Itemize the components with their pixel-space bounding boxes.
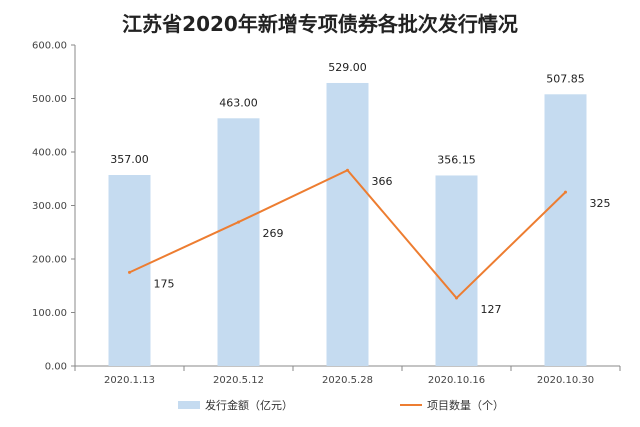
y-tick-label: 200.00 xyxy=(32,255,67,266)
bar xyxy=(544,94,587,367)
line-data-label: 175 xyxy=(154,277,175,290)
line-data-label: 269 xyxy=(263,227,284,240)
legend: 发行金额（亿元） 项目数量（个） xyxy=(178,398,504,412)
bar xyxy=(326,82,369,367)
x-tick-label: 2020.10.16 xyxy=(428,375,485,386)
bar-data-label: 529.00 xyxy=(328,61,367,74)
bar-data-label: 357.00 xyxy=(110,153,149,166)
bar xyxy=(217,118,260,366)
x-tick-label: 2020.1.13 xyxy=(104,375,155,386)
line-data-label: 127 xyxy=(481,303,502,316)
y-tick-label: 500.00 xyxy=(32,94,67,105)
line-data-label: 366 xyxy=(372,175,393,188)
x-tick-label: 2020.5.28 xyxy=(322,375,373,386)
y-tick-label: 600.00 xyxy=(32,41,67,52)
bar xyxy=(108,175,151,366)
chart-title: 江苏省2020年新增专项债券各批次发行情况 xyxy=(122,12,518,36)
y-tick-label: 100.00 xyxy=(32,308,67,319)
line-point xyxy=(128,270,131,274)
line-point xyxy=(455,296,458,300)
y-axis: 0.00 100.00 200.00 300.00 400.00 500.00 600.00 xyxy=(32,41,76,373)
y-tick-label: 300.00 xyxy=(32,201,67,212)
legend-label-bar: 发行金额（亿元） xyxy=(205,398,293,412)
bar-data-label: 463.00 xyxy=(219,96,258,109)
line-series: 175 269 366 127 325 xyxy=(128,168,611,316)
legend-swatch-bar xyxy=(178,401,200,409)
x-axis: 2020.1.13 2020.5.12 2020.5.28 2020.10.16 202… xyxy=(74,365,621,386)
y-tick-label: 400.00 xyxy=(32,148,67,159)
y-tick-label: 0.00 xyxy=(45,362,67,373)
legend-label-line: 项目数量（个） xyxy=(427,399,504,412)
bar xyxy=(435,175,478,366)
line-point xyxy=(237,220,240,224)
line-data-label: 325 xyxy=(590,197,611,210)
line-point xyxy=(346,168,349,172)
bar-data-label: 507.85 xyxy=(546,72,585,85)
bar-data-label: 356.15 xyxy=(437,153,476,166)
line-point xyxy=(564,190,567,194)
bar-series: 357.00 463.00 529.00 356.15 507.85 xyxy=(108,61,587,367)
x-tick-label: 2020.10.30 xyxy=(537,375,594,386)
x-tick-label: 2020.5.12 xyxy=(213,375,264,386)
